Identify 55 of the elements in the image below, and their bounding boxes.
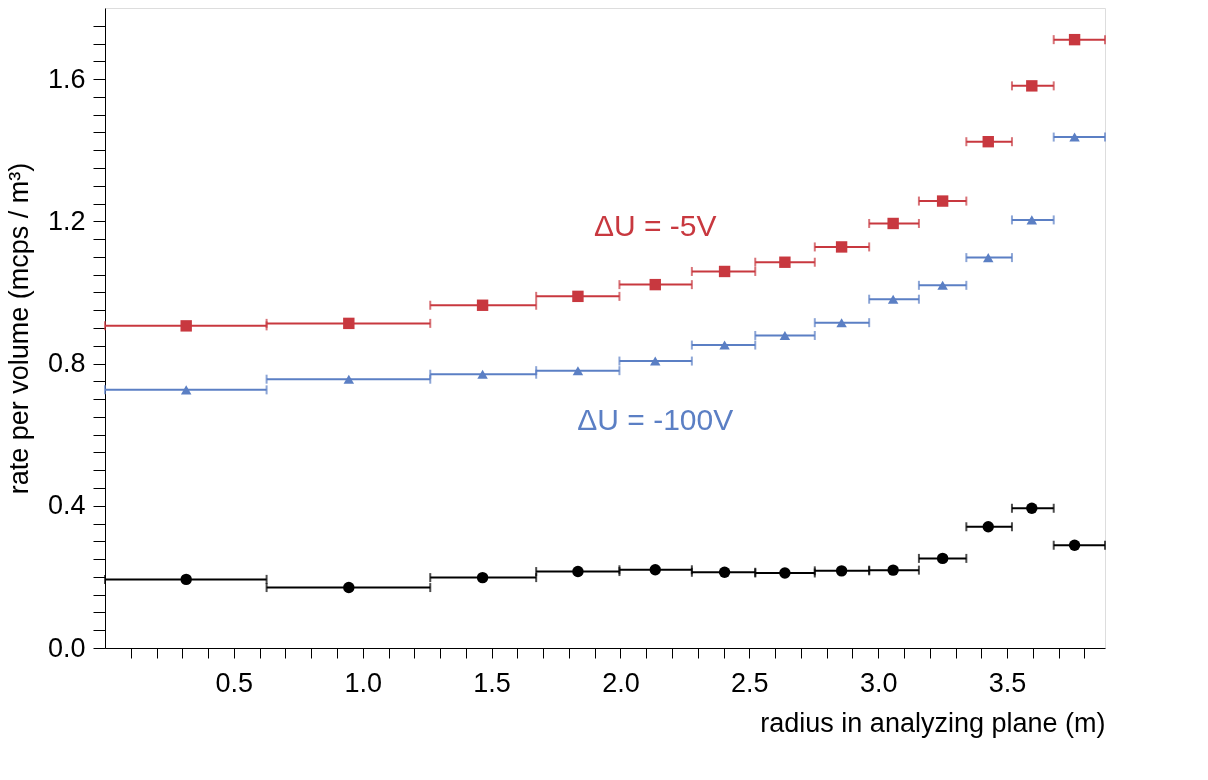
point (983, 253, 994, 263)
x-tick-label: 1.0 (344, 667, 383, 698)
y-tick-label: 1.2 (47, 205, 86, 236)
point (887, 294, 899, 304)
point (1068, 33, 1081, 46)
point (572, 565, 584, 578)
point (779, 256, 791, 268)
point (343, 581, 355, 594)
point (982, 521, 994, 533)
point (1026, 502, 1038, 514)
point (476, 299, 489, 311)
point (343, 374, 355, 384)
point (572, 366, 584, 376)
point (718, 265, 731, 278)
point (180, 320, 192, 332)
x-axis-title: radius in analyzing plane (m) (760, 707, 1106, 738)
point (1026, 215, 1038, 225)
y-axis-title: rate per volume (mcps / m³) (3, 162, 34, 495)
point (1069, 132, 1080, 142)
point (650, 356, 661, 366)
x-tick-label: 3.5 (988, 667, 1027, 698)
point (180, 385, 192, 395)
y-tick-label: 0.8 (47, 348, 86, 379)
point (1026, 80, 1038, 92)
series-label: ΔU = -5V (593, 208, 717, 242)
point (937, 280, 948, 290)
point (887, 217, 899, 230)
y-tick-label: 1.6 (47, 63, 86, 94)
y-tick-label: 0.0 (47, 632, 86, 663)
point (936, 552, 949, 565)
point (835, 565, 848, 577)
point (572, 290, 584, 303)
x-tick-label: 3.0 (859, 667, 898, 698)
series-label: ΔU = -100V (577, 403, 734, 437)
point (887, 564, 899, 576)
point (835, 241, 848, 253)
point (476, 571, 489, 584)
point (343, 317, 355, 330)
point (1068, 539, 1081, 551)
point (936, 195, 949, 207)
point (477, 369, 488, 379)
point (180, 573, 192, 586)
point (779, 330, 791, 341)
point (719, 340, 730, 350)
y-tick-label: 0.4 (47, 490, 86, 521)
point (982, 135, 994, 148)
point (779, 567, 791, 579)
point (649, 278, 661, 291)
point (836, 318, 847, 328)
x-tick-label: 0.5 (215, 667, 254, 698)
point (718, 566, 731, 578)
x-tick-label: 2.5 (731, 667, 769, 698)
x-tick-label: 1.5 (473, 667, 511, 698)
point (649, 564, 661, 576)
x-tick-label: 2.0 (602, 667, 640, 698)
